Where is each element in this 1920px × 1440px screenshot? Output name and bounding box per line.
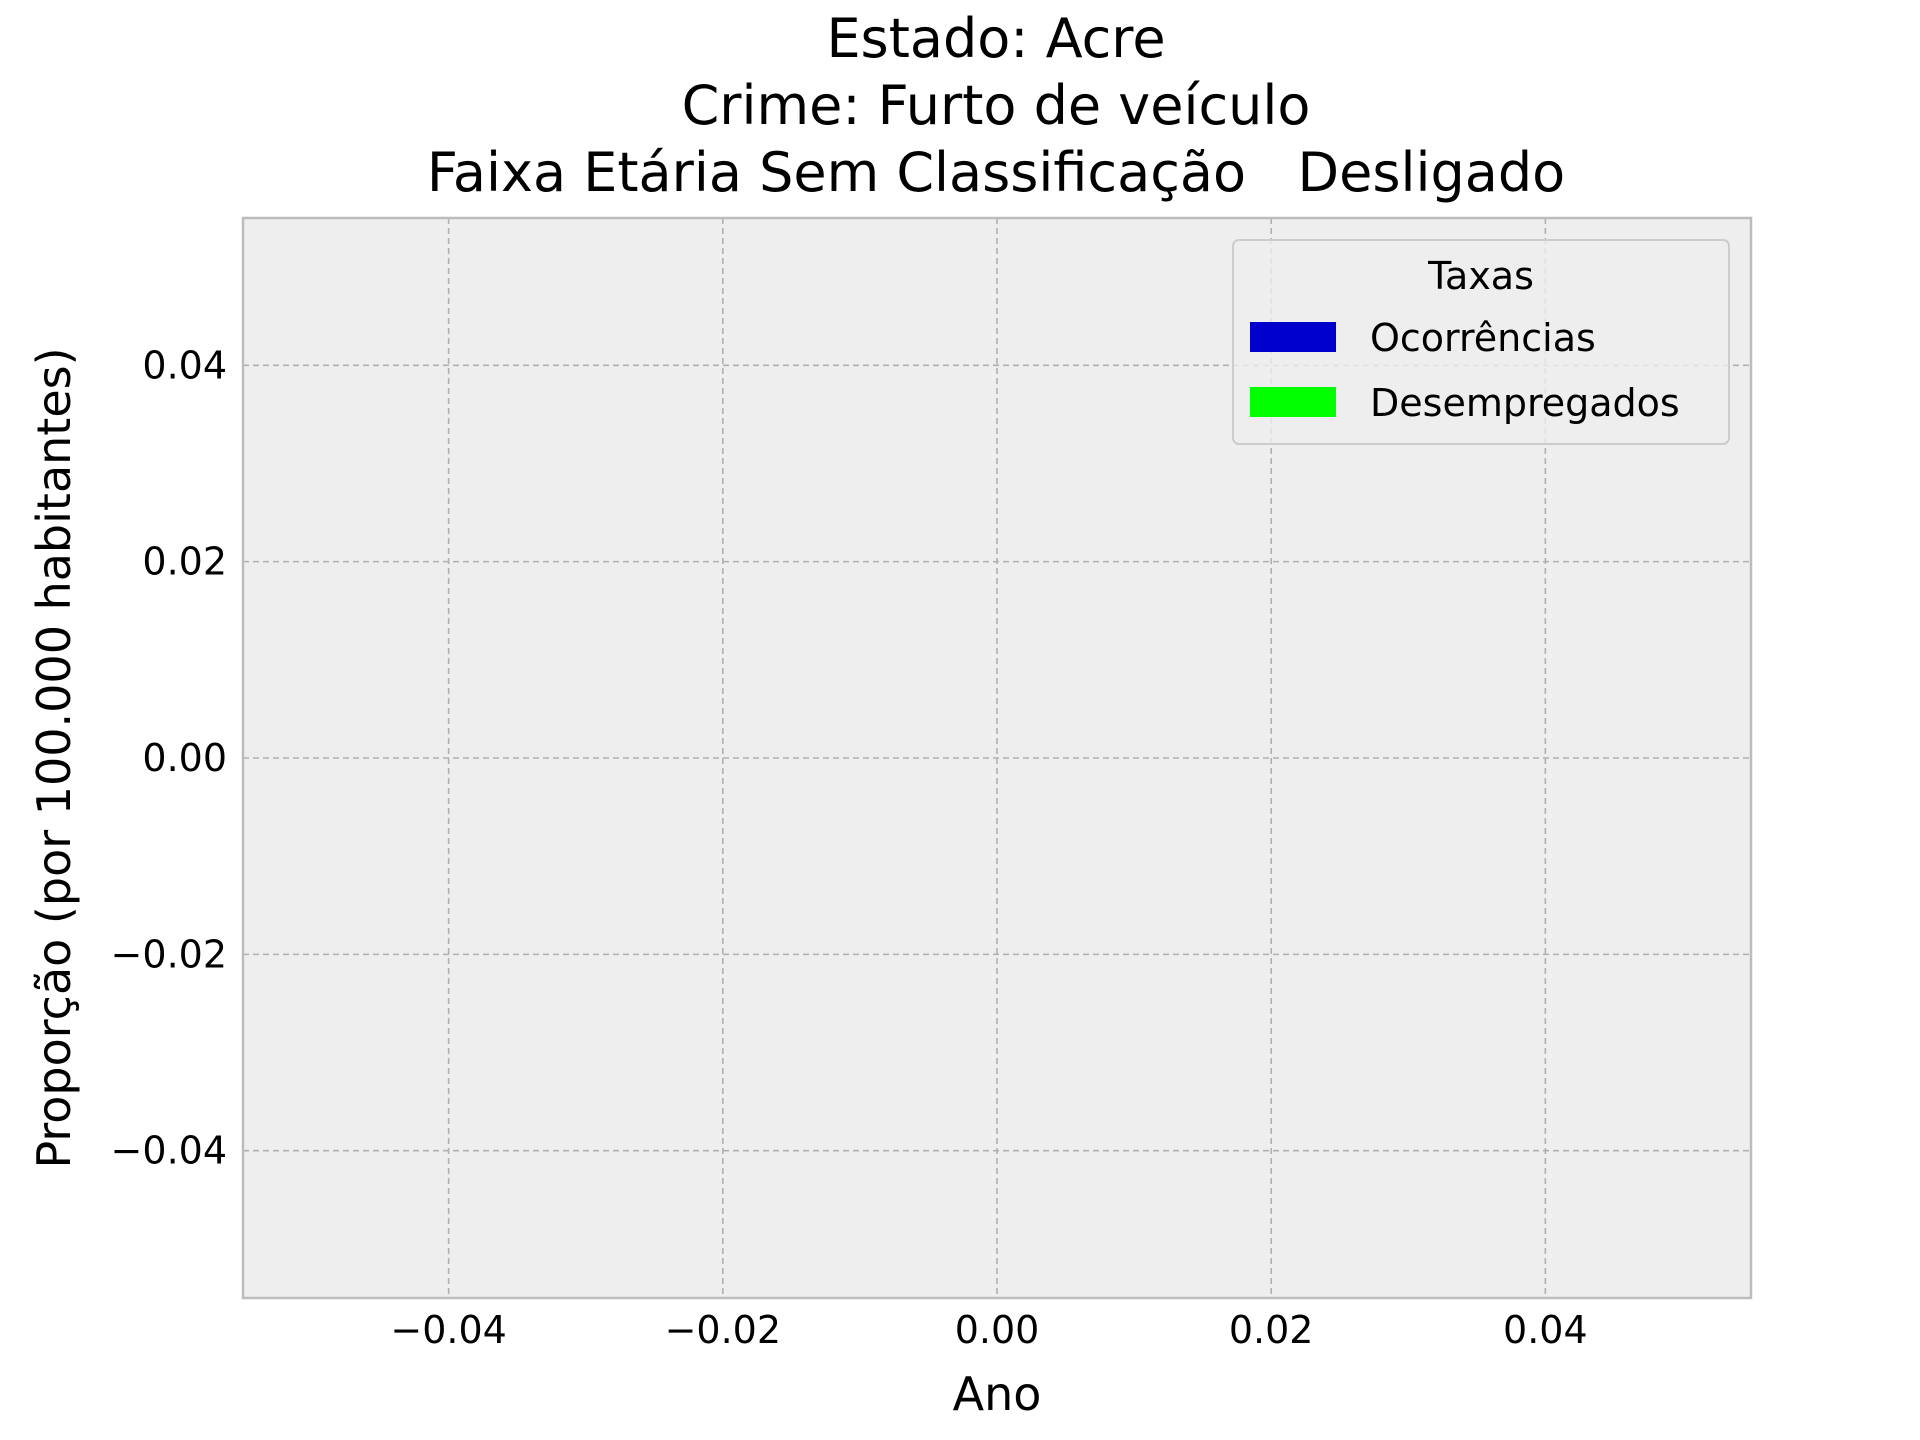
plot-frame: [241, 216, 1753, 1300]
legend-entry-label: Ocorrências: [1370, 316, 1596, 360]
y-tick-labels: 0.04 0.02 0.00 −0.02 −0.04: [111, 343, 227, 1172]
x-tick-label: −0.04: [390, 1308, 506, 1352]
chart-title-line-1: Estado: Acre: [826, 7, 1165, 70]
chart-title-line-2: Crime: Furto de veículo: [682, 74, 1311, 137]
y-tick-label: 0.00: [142, 736, 227, 780]
legend-swatch: [1250, 322, 1336, 352]
legend-entries: Ocorrências Desempregados: [1250, 316, 1680, 425]
legend-swatch: [1250, 387, 1336, 417]
legend-title: Taxas: [1427, 254, 1534, 298]
x-tick-label: 0.00: [955, 1308, 1040, 1352]
x-tick-label: −0.02: [665, 1308, 781, 1352]
x-tick-labels: −0.04 −0.02 0.00 0.02 0.04: [390, 1308, 1587, 1352]
legend-entry-label: Desempregados: [1370, 381, 1680, 425]
y-tick-label: −0.02: [111, 932, 227, 976]
x-tick-label: 0.04: [1503, 1308, 1588, 1352]
y-tick-label: 0.04: [142, 343, 227, 387]
chart-title-line-3: Faixa Etária Sem Classificação Desligado: [427, 141, 1565, 204]
legend: Taxas Ocorrências Desempregados: [1232, 239, 1730, 445]
x-axis-label: Ano: [953, 1367, 1042, 1421]
x-tick-label: 0.02: [1229, 1308, 1314, 1352]
legend-box: [1232, 239, 1730, 445]
y-tick-label: 0.02: [142, 540, 227, 584]
y-axis-label: Proporção (por 100.000 habitantes): [27, 347, 81, 1168]
y-tick-label: −0.04: [111, 1129, 227, 1173]
